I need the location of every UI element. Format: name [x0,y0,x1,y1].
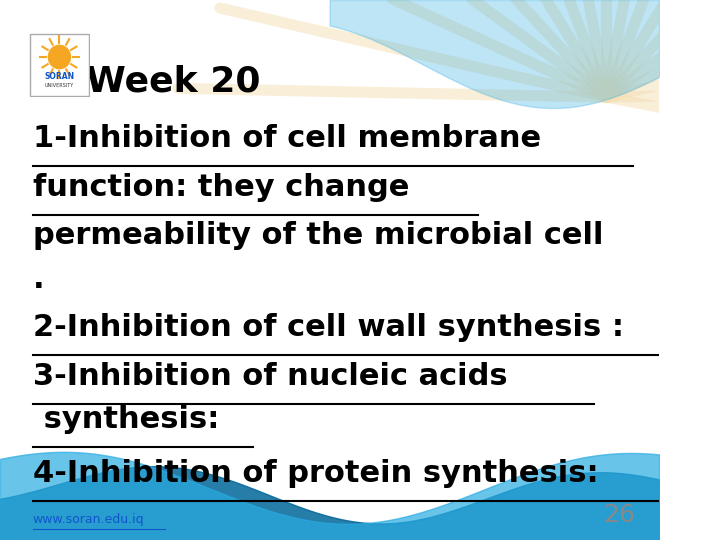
Text: SORAN: SORAN [45,72,74,81]
Text: UNIVERSITY: UNIVERSITY [45,83,74,88]
Text: function: they change: function: they change [33,173,410,202]
Text: 3-Inhibition of nucleic acids: 3-Inhibition of nucleic acids [33,362,508,391]
Text: permeability of the microbial cell: permeability of the microbial cell [33,221,603,251]
Text: .: . [33,265,45,294]
Text: 4-Inhibition of protein synthesis:: 4-Inhibition of protein synthesis: [33,459,598,488]
Text: 2-Inhibition of cell wall synthesis :: 2-Inhibition of cell wall synthesis : [33,313,624,342]
Text: 1-Inhibition of cell membrane: 1-Inhibition of cell membrane [33,124,541,153]
Circle shape [48,45,71,69]
Text: www.soran.edu.iq: www.soran.edu.iq [33,514,145,526]
Text: 26: 26 [603,503,636,526]
Text: Week 20: Week 20 [86,65,260,99]
Text: synthesis:: synthesis: [33,405,220,434]
FancyBboxPatch shape [30,33,89,96]
